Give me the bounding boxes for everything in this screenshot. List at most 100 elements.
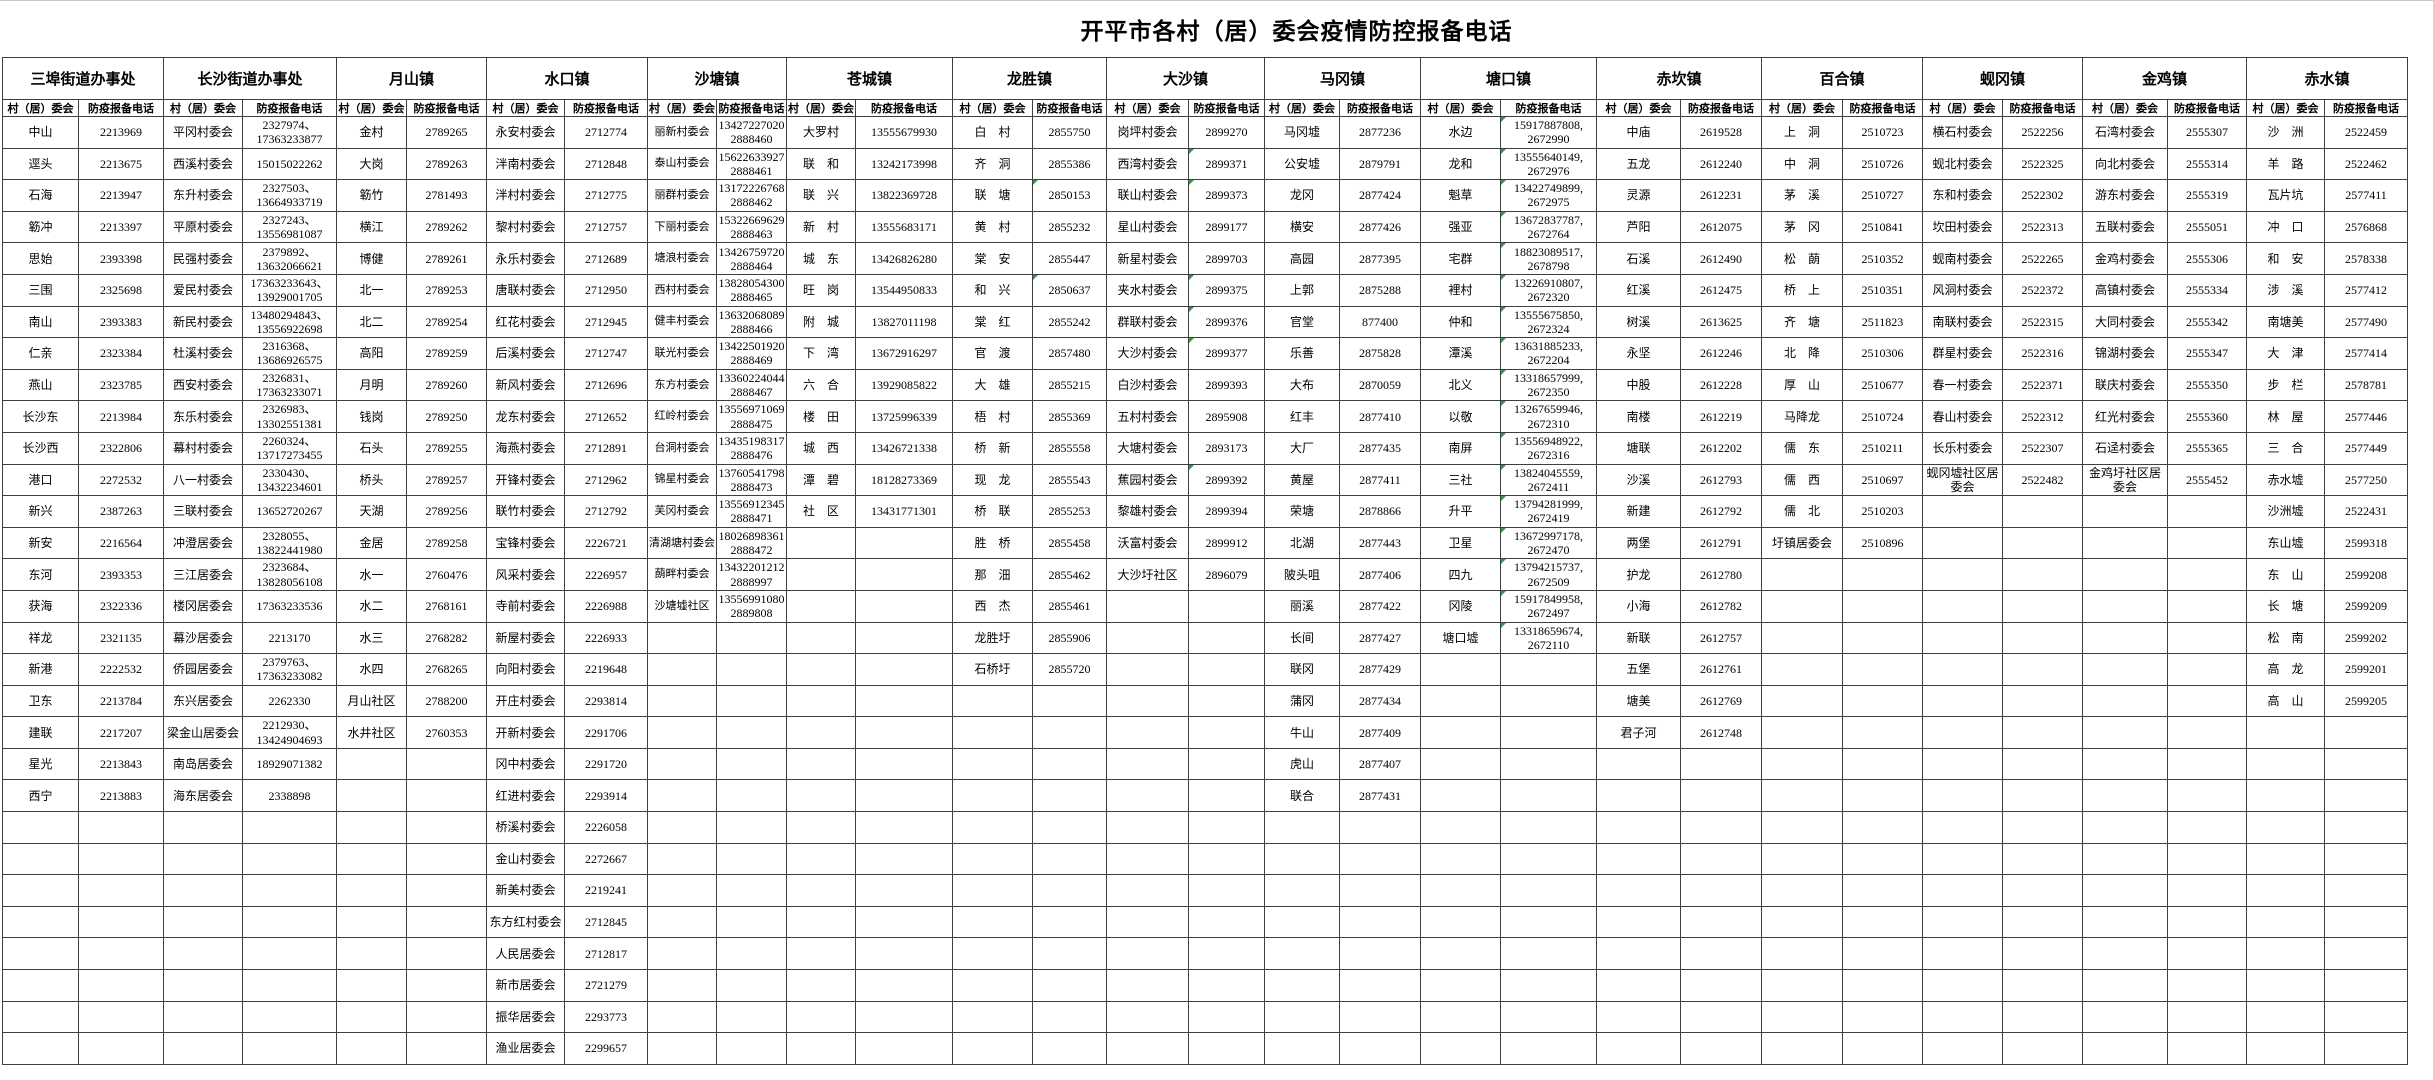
village-cell: 卫东 <box>2 684 79 718</box>
village-cell: 四九 <box>1420 558 1501 591</box>
village-cell <box>647 937 717 971</box>
phone-cell: 13427227020 2888460 <box>716 116 787 149</box>
village-cell: 大沙圩社区 <box>1106 558 1189 591</box>
phone-cell: 2712775 <box>564 179 648 212</box>
village-cell: 白 村 <box>952 116 1033 149</box>
phone-cell: 2338898 <box>242 779 337 813</box>
phone-cell: 2877395 <box>1339 242 1421 275</box>
phone-cell: 13556971069 2888475 <box>716 400 787 433</box>
village-cell: 君子河 <box>1596 716 1681 749</box>
table-row: 燕山 2323785 西安村委会 2326831、 17363233071 月明 27892… <box>2 368 2408 402</box>
village-cell: 三联村委会 <box>163 495 243 528</box>
phone-cell: 2510351 <box>1842 273 1923 307</box>
village-cell <box>163 811 243 844</box>
phone-cell <box>2324 842 2408 876</box>
village-cell: 城 西 <box>786 431 856 465</box>
village-cell <box>1106 874 1189 907</box>
phone-cell: 2855461 <box>1032 589 1107 623</box>
town-header: 马冈镇 <box>1264 57 1421 100</box>
phone-cell: 2577449 <box>2324 431 2408 465</box>
village-header-cell: 村（居）委会 <box>2 99 79 117</box>
village-cell: 南岛居委会 <box>163 747 243 781</box>
village-cell: 泮村村委会 <box>486 179 565 212</box>
village-cell: 爱民村委会 <box>163 273 243 307</box>
town-header: 月山镇 <box>336 57 487 100</box>
phone-cell <box>1842 653 1923 686</box>
village-cell: 高 龙 <box>2246 653 2325 686</box>
phone-cell: 2789262 <box>406 210 487 244</box>
village-cell: 大厂 <box>1264 431 1340 465</box>
village-cell: 东和村委会 <box>1922 179 2003 212</box>
phone-cell <box>1339 811 1421 844</box>
phone-cell: 13828054300 2888465 <box>716 273 787 307</box>
phone-cell: 2712696 <box>564 368 648 402</box>
village-cell: 寺前村委会 <box>486 589 565 623</box>
phone-cell <box>1188 621 1265 655</box>
phone-cell <box>406 905 487 939</box>
village-cell <box>952 874 1033 907</box>
phone-cell: 13432201212 2888997 <box>716 558 787 591</box>
phone-cell <box>716 684 787 718</box>
phone-cell: 2712817 <box>564 937 648 971</box>
phone-cell: 2522307 <box>2002 431 2083 465</box>
town-header: 百合镇 <box>1761 57 1923 100</box>
phone-cell: 2555319 <box>2167 179 2247 212</box>
phone-cell: 13672916297 <box>855 337 953 370</box>
village-cell: 梁金山居委会 <box>163 716 243 749</box>
phone-cell: 2226721 <box>564 526 648 560</box>
village-cell: 魁草 <box>1420 179 1501 212</box>
village-cell: 月明 <box>336 368 407 402</box>
phone-cell <box>716 716 787 749</box>
phone-cell <box>1680 905 1762 939</box>
phone-cell <box>2002 842 2083 876</box>
village-cell <box>647 1032 717 1065</box>
phone-cell: 2510726 <box>1842 147 1923 181</box>
village-cell <box>1106 842 1189 876</box>
village-cell: 龙胜圩 <box>952 621 1033 655</box>
phone-cell: 2393383 <box>78 305 164 339</box>
village-cell <box>1922 526 2003 560</box>
village-header-cell: 村（居）委会 <box>647 99 717 117</box>
phone-cell <box>855 1000 953 1034</box>
village-cell: 高镇村委会 <box>2082 273 2168 307</box>
village-cell: 开新村委会 <box>486 716 565 749</box>
village-cell <box>1264 937 1340 971</box>
phone-cell: 2577446 <box>2324 400 2408 433</box>
phone-cell: 2789258 <box>406 526 487 560</box>
phone-cell: 2612792 <box>1680 495 1762 528</box>
village-cell: 东兴居委会 <box>163 684 243 718</box>
phone-cell: 2599318 <box>2324 526 2408 560</box>
phone-cell: 13435198317 2888476 <box>716 431 787 465</box>
village-cell <box>2082 495 2168 528</box>
village-cell: 三 合 <box>2246 431 2325 465</box>
village-cell: 长 塘 <box>2246 589 2325 623</box>
village-cell: 清湖塘村委会 <box>647 526 717 560</box>
village-cell <box>786 716 856 749</box>
village-cell <box>952 684 1033 718</box>
village-header-cell: 村（居）委会 <box>163 99 243 117</box>
phone-cell <box>2002 558 2083 591</box>
village-cell <box>1106 621 1189 655</box>
table-row: 新安 2216564 冲澄居委会 2328055、 13822441980 金居 27892… <box>2 526 2408 560</box>
village-cell <box>786 1032 856 1065</box>
phone-cell <box>1188 874 1265 907</box>
village-cell: 东山墟 <box>2246 526 2325 560</box>
village-cell <box>647 684 717 718</box>
phone-cell: 2555365 <box>2167 431 2247 465</box>
table-row: 新港 2222532 侨园居委会 2379763、 17363233082 水四 27682… <box>2 653 2408 686</box>
village-cell <box>2246 779 2325 813</box>
village-cell: 儒 东 <box>1761 431 1843 465</box>
village-cell <box>1761 621 1843 655</box>
village-cell: 白沙村委会 <box>1106 368 1189 402</box>
village-cell <box>1596 842 1681 876</box>
village-cell <box>1922 495 2003 528</box>
phone-cell <box>406 969 487 1002</box>
village-cell: 赤水墟 <box>2246 463 2325 497</box>
phone-cell: 2576868 <box>2324 210 2408 244</box>
phone-cell: 13556912345 2888471 <box>716 495 787 528</box>
village-cell: 水一 <box>336 558 407 591</box>
phone-cell: 2612769 <box>1680 684 1762 718</box>
village-cell: 南屏 <box>1420 431 1501 465</box>
phone-cell <box>1188 779 1265 813</box>
phone-cell <box>1032 779 1107 813</box>
